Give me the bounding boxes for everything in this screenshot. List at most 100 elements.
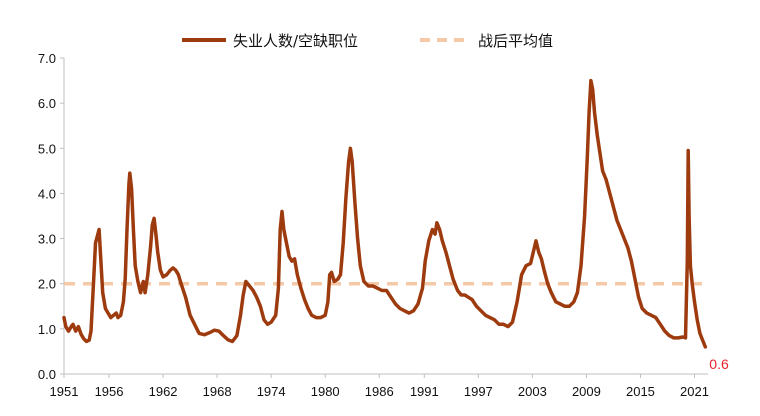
series-main-point: [427, 239, 430, 243]
series-main-point: [64, 325, 68, 328]
end-value-label: 0.6: [709, 356, 729, 372]
series-main-point: [659, 323, 662, 326]
series-main-point: [262, 318, 266, 322]
series-main-point: [444, 250, 448, 254]
series-main-point: [70, 325, 73, 328]
series-main-point: [367, 284, 370, 288]
x-tick-label: 1980: [311, 384, 340, 399]
series-main-point: [277, 287, 280, 290]
series-main-point: [116, 316, 120, 319]
series-main-point: [511, 320, 514, 324]
y-tick-label: 0.0: [38, 367, 56, 382]
series-main-point: [339, 273, 342, 276]
series-main-point: [563, 305, 566, 308]
series-main-point: [362, 280, 366, 283]
series-main-point: [587, 110, 591, 114]
series-main-point: [99, 259, 103, 263]
x-tick-label: 2021: [680, 384, 709, 399]
series-main-point: [79, 333, 83, 336]
series-main-point: [119, 314, 122, 317]
series-main-point: [672, 336, 675, 340]
series-main-point: [586, 156, 589, 159]
series-main-point: [152, 217, 156, 220]
series-main-point: [156, 250, 159, 254]
series-main-point: [235, 334, 239, 337]
series-main-point: [677, 336, 680, 340]
series-main-point: [687, 214, 691, 218]
series-main-point: [82, 337, 86, 340]
series-main-point: [146, 273, 149, 276]
series-main-point: [403, 309, 406, 312]
y-axis-ticks: 0.0 1.0 2.0 3.0 4.0 5.0 6.0 7.0: [38, 51, 64, 382]
series-main-point: [441, 239, 444, 243]
series-main-point: [142, 280, 145, 283]
series-main-point: [650, 314, 653, 317]
series-main-point: [601, 169, 604, 173]
series-main-point: [193, 323, 196, 326]
series-main-point: [88, 338, 91, 342]
series-main-point: [179, 282, 183, 285]
series-main-point: [303, 298, 306, 301]
series-main-point: [423, 259, 427, 263]
series-main-point: [626, 246, 630, 249]
x-tick-label: 2015: [626, 384, 655, 399]
series-main-point: [686, 259, 689, 263]
series-main-point: [572, 300, 575, 303]
series-main-point: [532, 250, 535, 254]
series-main-point: [502, 323, 505, 326]
series-main-point: [398, 307, 402, 310]
series-main-point: [591, 88, 594, 91]
series-main-point: [248, 284, 251, 288]
series-main-point: [319, 316, 322, 319]
y-tick-label: 3.0: [38, 232, 56, 247]
series-main-point: [633, 278, 637, 281]
series-main-point: [109, 316, 113, 319]
series-main-point: [470, 298, 474, 301]
series-main-point: [74, 329, 77, 333]
series-main-point: [149, 246, 152, 249]
series-main-point: [136, 280, 140, 283]
x-tick-label: 1991: [410, 384, 439, 399]
legend: 失业人数/空缺职位 战后平均值: [182, 32, 553, 50]
series-main-point: [349, 147, 352, 150]
series-main-point: [165, 273, 168, 276]
y-tick-label: 6.0: [38, 96, 56, 111]
series-main-point: [475, 305, 478, 308]
series-main-point: [77, 325, 80, 328]
series-main-point: [506, 325, 510, 328]
series-main-point: [128, 171, 131, 175]
series-main-point: [663, 329, 666, 333]
series-main-point: [479, 309, 483, 312]
series-main-point: [106, 311, 110, 315]
series-main-point: [497, 323, 501, 326]
x-tick-label: 1974: [257, 384, 286, 399]
series-main-point: [330, 271, 333, 274]
x-tick-label: 1968: [203, 384, 232, 399]
x-tick-label: 1986: [365, 384, 394, 399]
series-main-point: [94, 241, 97, 245]
series-main-point: [177, 273, 180, 276]
series-main-point: [259, 305, 262, 308]
series-main-point: [266, 323, 269, 326]
series-main-point: [328, 273, 331, 276]
series-main-point: [438, 228, 441, 231]
series-main-point: [188, 314, 192, 317]
series-main-point: [515, 300, 519, 303]
series-main-point: [101, 291, 104, 294]
series-main-point: [615, 219, 619, 222]
series-main-point: [542, 268, 546, 272]
series-main-point: [540, 257, 543, 261]
series-main-point: [132, 228, 135, 231]
series-main-point: [344, 196, 348, 200]
series-main-point: [698, 332, 702, 335]
series-main-point: [529, 262, 532, 265]
series-main-point: [689, 264, 692, 267]
series-main-point: [324, 314, 327, 317]
series-main-point: [169, 268, 172, 272]
series-main-point: [282, 228, 285, 231]
series-main-point: [62, 316, 66, 319]
series-main-point: [296, 273, 299, 276]
series-main-point: [122, 300, 125, 303]
series-main-point: [171, 266, 175, 270]
